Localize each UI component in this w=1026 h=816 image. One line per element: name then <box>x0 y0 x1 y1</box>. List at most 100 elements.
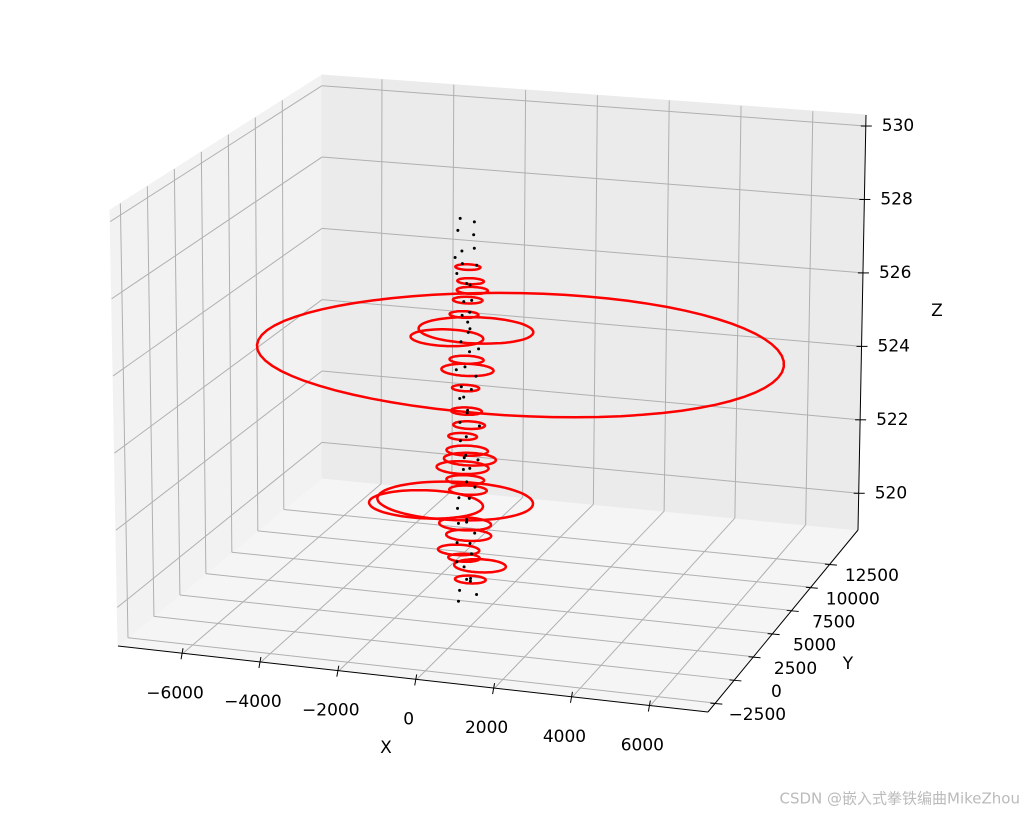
x-tick <box>258 656 262 669</box>
point <box>475 593 479 597</box>
circle-ring <box>455 276 486 286</box>
watermark: CSDN @嵌入式拳铁编曲MikeZhou <box>780 790 1021 808</box>
y-tick <box>824 563 837 566</box>
point <box>453 256 457 260</box>
grid-line <box>321 441 859 494</box>
grid-line <box>111 156 323 300</box>
point <box>475 263 479 267</box>
circle-ring <box>449 406 484 417</box>
x-tick-label: −6000 <box>146 683 204 703</box>
x-tick <box>180 648 184 660</box>
grid-line <box>734 105 742 519</box>
circle-ring <box>446 431 479 442</box>
y-axis <box>707 529 859 713</box>
point <box>465 520 469 524</box>
point <box>470 298 474 302</box>
grid-line <box>572 517 736 698</box>
circle-ring <box>417 315 535 345</box>
grid-line <box>200 151 207 574</box>
circle-ring <box>452 557 508 574</box>
point <box>468 579 472 583</box>
grid-line <box>451 84 455 491</box>
x-tick <box>647 700 651 712</box>
grid-line <box>254 117 259 531</box>
x-tick <box>414 674 418 686</box>
point <box>459 385 463 389</box>
point <box>457 496 461 500</box>
point <box>466 330 470 334</box>
point <box>458 420 462 424</box>
y-tick <box>710 702 723 705</box>
point <box>458 588 462 592</box>
point <box>458 216 462 220</box>
point <box>472 220 476 224</box>
point <box>465 518 469 522</box>
point <box>476 458 480 462</box>
point <box>456 228 460 232</box>
x-tick-label: 2000 <box>465 718 508 738</box>
point <box>455 560 459 564</box>
grid-line <box>321 85 866 127</box>
grid-line <box>338 497 523 672</box>
grid-line <box>257 530 811 588</box>
point <box>459 340 463 344</box>
circle-ring <box>436 543 481 557</box>
grid-line <box>321 370 861 421</box>
point <box>466 408 470 412</box>
circle-ring <box>448 354 485 365</box>
z-tick-label: 522 <box>876 410 908 430</box>
point <box>472 246 476 250</box>
point <box>458 397 462 401</box>
circle-ring <box>447 552 482 564</box>
circle-ring <box>452 420 487 431</box>
grid-line <box>227 134 233 553</box>
z-tick-label: 526 <box>879 263 911 283</box>
point <box>462 395 466 399</box>
y-tick-label: 12500 <box>845 566 899 586</box>
y-tick-label: 10000 <box>826 589 880 609</box>
point <box>473 485 477 489</box>
point <box>468 310 472 314</box>
grid-line <box>119 203 129 638</box>
y-axis-label: Y <box>842 654 854 674</box>
point <box>466 320 470 324</box>
y-tick-label: 7500 <box>812 612 855 632</box>
point <box>473 531 477 535</box>
grid-line <box>416 503 594 680</box>
point <box>462 300 466 304</box>
point <box>468 350 472 354</box>
grid-line <box>112 227 323 377</box>
point <box>465 411 469 415</box>
circle-ring <box>448 309 480 320</box>
z-tick-label: 528 <box>880 189 912 209</box>
grid-line <box>153 615 735 681</box>
grid-line <box>116 441 323 608</box>
grid-line <box>115 370 323 531</box>
z-tick-label: 520 <box>875 483 907 503</box>
point <box>462 565 466 569</box>
point <box>469 577 473 581</box>
grid-line <box>231 551 792 611</box>
z-axis <box>857 114 867 531</box>
x-axis <box>117 645 709 713</box>
point <box>477 347 481 351</box>
point <box>468 327 472 331</box>
grid-line <box>173 169 181 596</box>
grid-line <box>127 637 716 704</box>
z-tick-label: 530 <box>882 116 914 136</box>
point <box>460 262 464 266</box>
point <box>465 577 469 581</box>
grid-line <box>649 524 807 706</box>
point <box>456 599 460 603</box>
grid-line <box>805 111 814 525</box>
grid-line <box>114 299 323 454</box>
point <box>464 453 468 457</box>
point <box>474 374 478 378</box>
point <box>465 480 469 484</box>
y-tick <box>805 586 818 589</box>
circle-ring <box>409 328 485 348</box>
grid-line <box>321 299 862 347</box>
point <box>461 467 465 471</box>
point <box>464 435 468 439</box>
point <box>454 368 458 372</box>
